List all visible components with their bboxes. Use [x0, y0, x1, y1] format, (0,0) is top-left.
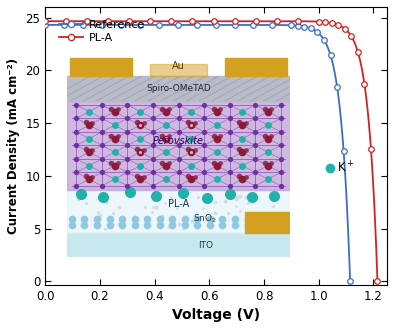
- Y-axis label: Current Density (mA cm⁻²): Current Density (mA cm⁻²): [7, 58, 20, 234]
- X-axis label: Voltage (V): Voltage (V): [172, 308, 260, 322]
- Legend: Reference, PL-A: Reference, PL-A: [54, 15, 149, 47]
- Text: K$^+$: K$^+$: [338, 160, 355, 176]
